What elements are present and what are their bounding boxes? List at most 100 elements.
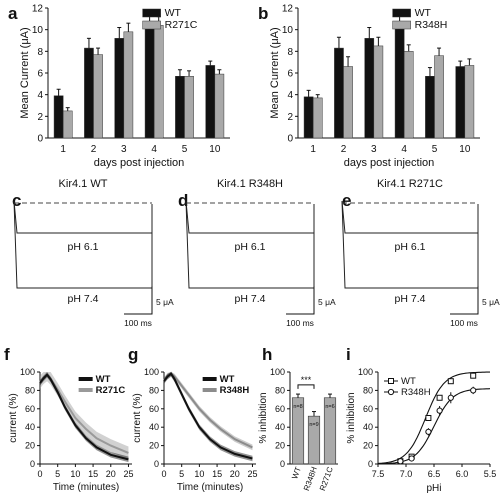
x-tick-label: 25: [247, 469, 257, 479]
x-axis-label: days post injection: [344, 157, 435, 169]
bar-r271c: [153, 25, 164, 139]
bar-wt: [394, 24, 405, 139]
bar-r271c: [214, 73, 225, 139]
legend-label: WT: [96, 374, 111, 385]
significance-label: ***: [301, 375, 312, 385]
bar-wt: [425, 76, 435, 139]
trace-label-ph74: pH 7.4: [395, 293, 426, 305]
x-tick-label: 5: [182, 144, 188, 155]
data-point-r348h: [470, 387, 477, 394]
trace-title: Kir4.1 R348H: [217, 178, 283, 190]
y-axis-label: Mean Current (μA): [269, 27, 281, 118]
data-point-r348h: [397, 458, 404, 465]
bar-r271c: [62, 110, 73, 139]
y-tick-label: 40: [275, 422, 285, 432]
y-tick-label: 0: [30, 459, 35, 469]
x-tick-label: 6.0: [456, 469, 469, 479]
scale-x-label: 100 ms: [124, 318, 152, 328]
legend-swatch: [78, 388, 93, 392]
y-tick-label: 60: [363, 404, 373, 414]
panel-letter: i: [346, 345, 351, 364]
panel-letter: c: [12, 191, 21, 210]
scale-y-label: 5 μA: [482, 297, 500, 307]
n-label: n=9: [309, 422, 318, 428]
panel-letter: e: [342, 191, 351, 210]
legend-label: R348H: [401, 387, 431, 398]
trace-ph-74: [185, 200, 315, 289]
trace-ph-61: [185, 200, 315, 234]
y-axis-label: current (%): [8, 393, 19, 442]
y-axis-label: % inhibition: [346, 392, 357, 443]
x-axis-label: Time (minutes): [53, 482, 119, 493]
trace-ph-61: [341, 200, 479, 234]
legend-marker: [387, 388, 395, 396]
y-tick-label: 10: [32, 25, 44, 36]
data-point-r348h: [425, 428, 432, 435]
legend-swatch: [202, 388, 217, 392]
y-tick-label: 100: [358, 367, 373, 377]
x-tick-label: 1: [60, 144, 66, 155]
x-tick-label: 5.5: [484, 469, 497, 479]
bar-wt: [53, 95, 64, 139]
n-label: n=6: [325, 404, 334, 410]
y-axis-label: % inhibition: [258, 392, 269, 443]
series-line-wt: [39, 373, 129, 461]
y-tick-label: 0: [37, 134, 43, 145]
series-line-wt: [163, 372, 253, 460]
y-tick-label: 0: [280, 459, 285, 469]
data-point-wt: [436, 394, 443, 401]
trace-label-ph74: pH 7.4: [235, 293, 266, 305]
panel-letter: d: [178, 191, 188, 210]
legend-swatch: [142, 8, 161, 18]
y-tick-label: 4: [287, 90, 293, 101]
y-tick-label: 80: [275, 385, 285, 395]
legend-swatch: [392, 8, 411, 18]
bar-r271c: [123, 31, 134, 139]
x-tick-label: 15: [88, 469, 98, 479]
legend-swatch: [392, 20, 411, 30]
y-tick-label: 8: [287, 47, 293, 58]
y-tick-label: 60: [25, 404, 35, 414]
bar-wt: [114, 38, 125, 139]
sem-band-r271c: [40, 372, 129, 460]
panel-c: c Kir4.1 WT pH 6.1 pH 7.4 5 μA 100 ms: [12, 178, 174, 328]
bar-wt: [364, 38, 375, 139]
trace-ph-74: [13, 200, 153, 289]
x-tick-label: 5: [55, 469, 60, 479]
trace-title: Kir4.1 R271C: [377, 178, 443, 190]
bar-wt: [205, 65, 216, 139]
x-tick-label: 20: [230, 469, 240, 479]
trace-ph-61: [13, 200, 153, 234]
x-tick-label: 5: [432, 144, 438, 155]
y-tick-label: 0: [154, 459, 159, 469]
panel-e: e Kir4.1 R271C pH 6.1 pH 7.4 5 μA 100 ms: [341, 178, 500, 328]
panel-letter: h: [262, 345, 272, 364]
x-tick-label: 10: [209, 144, 221, 155]
y-tick-label: 0: [368, 459, 373, 469]
bar-r348h: [373, 45, 384, 139]
legend-label: R271C: [165, 19, 198, 31]
x-tick-label: 20: [106, 469, 116, 479]
panel-letter: a: [8, 4, 18, 23]
scale-x-label: 100 ms: [286, 318, 314, 328]
panel-letter: g: [128, 345, 138, 364]
y-tick-label: 40: [363, 422, 373, 432]
x-tick-label: 1: [310, 144, 316, 155]
fit-curve-r348h: [378, 388, 491, 465]
scale-y-label: 5 μA: [318, 297, 336, 307]
x-tick-label: 2: [91, 144, 97, 155]
x-tick-label: WT: [290, 465, 303, 480]
y-tick-label: 2: [37, 112, 43, 123]
y-tick-label: 60: [149, 404, 159, 414]
trace-label-ph74: pH 7.4: [68, 293, 99, 305]
y-tick-label: 100: [270, 367, 285, 377]
y-tick-label: 20: [149, 441, 159, 451]
panel-f: f 0 20 40 60 80 100 0 5 10 15 20 25 Time (minutes) cur…: [4, 345, 133, 493]
x-tick-label: 7.0: [400, 469, 413, 479]
x-tick-label: 7.5: [372, 469, 385, 479]
y-tick-label: 6: [37, 69, 43, 80]
scale-x-label: 100 ms: [450, 318, 478, 328]
